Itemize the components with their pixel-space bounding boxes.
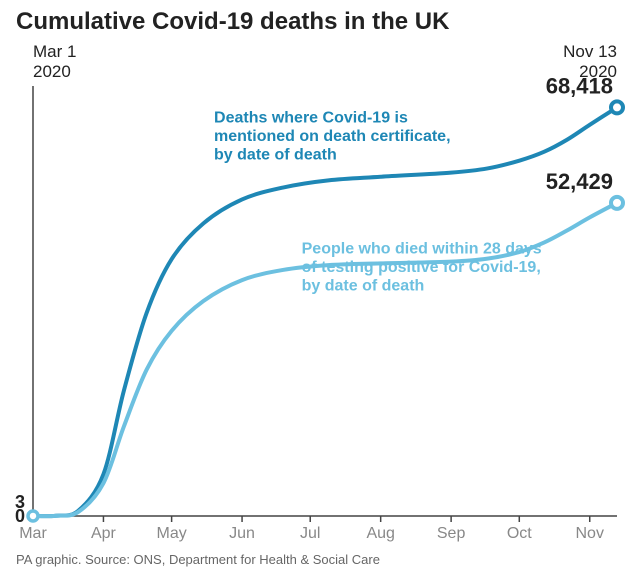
end-marker-28days xyxy=(611,197,623,209)
start-marker-28days xyxy=(28,511,38,521)
end-value-label-28days: 52,429 xyxy=(546,169,613,194)
start-date-label: Mar 1 2020 xyxy=(33,42,76,81)
x-tick-label: Nov xyxy=(576,525,604,542)
series-label-certificate: Deaths where Covid-19 ismentioned on dea… xyxy=(214,110,450,164)
x-tick-label: Apr xyxy=(91,525,117,542)
x-tick-label: Oct xyxy=(507,525,532,542)
x-tick-label: Jun xyxy=(229,525,255,542)
x-tick-label: Aug xyxy=(366,525,394,542)
chart-area: MarAprMayJunJulAugSepOctNov3068,418Death… xyxy=(33,86,617,516)
source-footer: PA graphic. Source: ONS, Department for … xyxy=(16,552,380,567)
chart-title: Cumulative Covid-19 deaths in the UK xyxy=(16,8,449,36)
x-tick-label: May xyxy=(156,525,186,542)
end-marker-certificate xyxy=(611,101,623,113)
series-line-certificate xyxy=(33,107,617,516)
x-tick-label: Mar xyxy=(19,525,47,542)
x-tick-label: Jul xyxy=(300,525,320,542)
end-value-label-certificate: 68,418 xyxy=(546,73,613,98)
y-zero-label: 0 xyxy=(15,506,25,526)
series-label-28days: People who died within 28 daysof testing… xyxy=(302,241,542,295)
x-tick-label: Sep xyxy=(437,525,466,542)
